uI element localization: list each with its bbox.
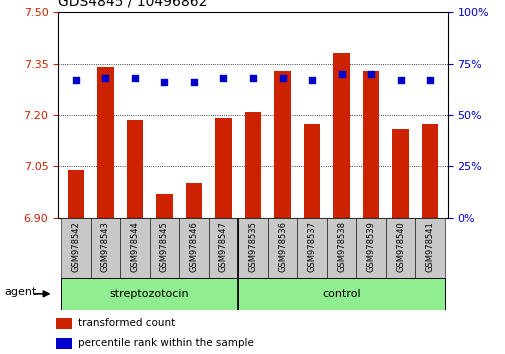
Point <box>131 75 139 81</box>
Bar <box>61 218 90 278</box>
Bar <box>56 318 72 329</box>
Text: GSM978545: GSM978545 <box>160 221 169 272</box>
Text: GSM978541: GSM978541 <box>425 221 434 272</box>
Bar <box>215 119 231 218</box>
Bar <box>97 67 113 218</box>
Bar <box>90 218 120 278</box>
Bar <box>244 112 261 218</box>
Text: streptozotocin: streptozotocin <box>110 289 189 299</box>
Bar <box>326 218 356 278</box>
Bar <box>56 338 72 349</box>
Point <box>189 79 197 85</box>
Bar <box>385 218 415 278</box>
Bar <box>297 218 326 278</box>
Text: GSM978544: GSM978544 <box>130 221 139 272</box>
Text: GSM978535: GSM978535 <box>248 221 257 272</box>
Point <box>337 71 345 77</box>
Point <box>366 71 374 77</box>
Bar <box>392 129 408 218</box>
Point <box>396 77 404 83</box>
Point <box>248 75 257 81</box>
Bar <box>356 218 385 278</box>
Text: GSM978539: GSM978539 <box>366 221 375 272</box>
Bar <box>267 218 296 278</box>
Text: GSM978536: GSM978536 <box>277 221 286 272</box>
Text: transformed count: transformed count <box>78 318 175 328</box>
Text: GSM978538: GSM978538 <box>336 221 345 272</box>
Bar <box>333 53 349 218</box>
Bar <box>120 218 149 278</box>
Text: percentile rank within the sample: percentile rank within the sample <box>78 338 254 348</box>
Point <box>425 77 433 83</box>
Bar <box>274 70 290 218</box>
Text: GSM978546: GSM978546 <box>189 221 198 272</box>
Text: GSM978540: GSM978540 <box>395 221 405 272</box>
Text: GSM978543: GSM978543 <box>100 221 110 272</box>
Text: GDS4845 / 10496862: GDS4845 / 10496862 <box>58 0 207 9</box>
Bar <box>185 183 201 218</box>
Bar <box>179 218 208 278</box>
Bar <box>238 218 267 278</box>
Bar <box>127 120 143 218</box>
Bar <box>415 218 444 278</box>
Point <box>278 75 286 81</box>
Point <box>101 75 109 81</box>
Bar <box>156 194 172 218</box>
Bar <box>61 278 238 310</box>
Text: GSM978542: GSM978542 <box>71 221 80 272</box>
Bar <box>238 278 444 310</box>
Point <box>308 77 316 83</box>
Bar <box>421 124 437 218</box>
Point <box>72 77 80 83</box>
Text: control: control <box>322 289 360 299</box>
Point <box>219 75 227 81</box>
Text: GSM978537: GSM978537 <box>307 221 316 272</box>
Bar <box>362 70 378 218</box>
Bar <box>149 218 179 278</box>
Bar <box>68 170 84 218</box>
Bar <box>208 218 238 278</box>
Bar <box>304 124 320 218</box>
Text: GSM978547: GSM978547 <box>219 221 228 272</box>
Point <box>160 79 168 85</box>
Text: agent: agent <box>5 287 37 297</box>
